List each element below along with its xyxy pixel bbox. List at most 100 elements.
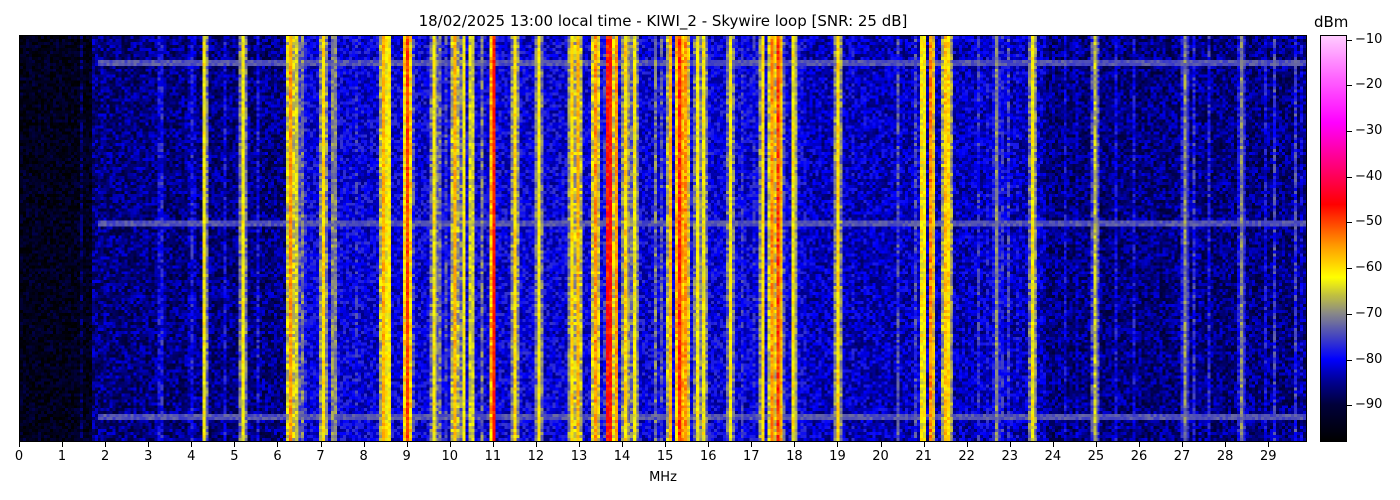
signal-mark [322, 36, 325, 441]
x-tick-label: 1 [57, 449, 67, 464]
x-tick-label: 20 [872, 449, 889, 464]
x-tick [449, 442, 451, 447]
chart-title: 18/02/2025 13:00 local time - KIWI_2 - S… [418, 12, 908, 30]
x-tick [622, 442, 624, 447]
colorbar-tick-label: −80 [1355, 351, 1383, 367]
signal-mark [680, 36, 683, 441]
signal-mark [514, 36, 517, 441]
signal-mark [761, 36, 765, 441]
colorbar-tick-label: −40 [1355, 168, 1383, 184]
x-tick [1095, 442, 1097, 447]
x-tick [19, 442, 20, 447]
x-tick-label: 19 [829, 449, 846, 464]
x-tick [1225, 442, 1227, 447]
signal-mark [729, 36, 732, 441]
signal-mark [333, 36, 336, 441]
x-tick-label: 4 [187, 449, 196, 464]
signal-mark [453, 36, 457, 441]
signal-mark [576, 36, 580, 441]
x-tick [1268, 442, 1270, 447]
signal-mark [944, 36, 948, 441]
x-tick-label: 10 [441, 449, 459, 464]
signal-mark [615, 36, 618, 441]
colorbar-tick [1347, 85, 1352, 87]
x-tick [363, 442, 365, 447]
signal-mark [949, 36, 952, 441]
signal-mark [434, 36, 437, 441]
x-tick [535, 442, 537, 447]
signal-mark [1242, 36, 1245, 441]
x-tick-label: 26 [1130, 449, 1148, 464]
signal-mark [570, 36, 573, 441]
colorbar-tick [1347, 39, 1352, 41]
x-tick [320, 442, 322, 447]
colorbar-label: dBm [1314, 13, 1349, 31]
colorbar-tick [1347, 176, 1352, 178]
x-tick-label: 5 [230, 449, 239, 464]
x-tick-label: 29 [1259, 449, 1277, 464]
signal-mark [794, 36, 797, 441]
x-tick [1139, 442, 1140, 447]
waterfall-plot-area [19, 35, 1307, 442]
colorbar-tick-label: −10 [1355, 31, 1383, 47]
signal-mark [296, 36, 300, 441]
x-tick-label: 28 [1216, 449, 1234, 464]
signal-overlay [204, 36, 1245, 441]
x-tick-label: 7 [316, 449, 325, 464]
x-tick [492, 442, 494, 447]
x-tick [923, 442, 925, 447]
x-tick-label: 27 [1173, 449, 1191, 464]
colorbar-tick-label: −30 [1355, 123, 1383, 139]
x-tick [1182, 442, 1184, 447]
signal-mark [204, 36, 207, 441]
signal-mark [242, 36, 246, 441]
colorbar-tick [1347, 313, 1352, 315]
x-tick [191, 442, 193, 447]
x-tick [406, 442, 408, 447]
colorbar-tick [1347, 359, 1352, 361]
colorbar-tick [1347, 405, 1352, 407]
colorbar-tick-label: −90 [1355, 397, 1383, 413]
x-tick-label: 24 [1044, 449, 1062, 464]
x-tick [234, 442, 236, 447]
signal-mark [932, 36, 935, 441]
signal-mark [1033, 36, 1036, 441]
x-tick [794, 442, 796, 447]
signal-mark [697, 36, 700, 441]
x-tick-label: 0 [14, 449, 24, 464]
x-tick-label: 12 [527, 449, 545, 464]
colorbar [1320, 35, 1347, 442]
waterfall-heatmap [20, 36, 1306, 441]
signal-mark [923, 36, 926, 441]
x-tick-label: 23 [1001, 449, 1019, 464]
x-tick [665, 442, 667, 447]
x-tick [708, 442, 710, 447]
colorbar-tick-label: −60 [1355, 260, 1383, 276]
x-tick [148, 442, 150, 447]
x-tick-label: 9 [402, 449, 411, 464]
x-tick [751, 442, 753, 447]
x-tick-label: 13 [570, 449, 588, 464]
colorbar-tick [1347, 268, 1352, 270]
signal-mark [772, 36, 776, 441]
x-tick [579, 442, 580, 447]
colorbar-tick-label: −70 [1355, 305, 1383, 321]
signal-mark [634, 36, 638, 441]
x-tick [1009, 442, 1011, 447]
signal-mark [406, 36, 409, 441]
x-tick [277, 442, 279, 447]
signal-mark [492, 36, 496, 441]
colorbar-tick-label: −20 [1355, 77, 1383, 93]
signal-mark [462, 36, 465, 441]
x-tick [105, 442, 107, 447]
colorbar-tick-label: −50 [1355, 214, 1383, 230]
signal-mark [669, 36, 672, 441]
signal-mark [387, 36, 390, 441]
signal-mark [779, 36, 782, 441]
signal-mark [996, 36, 1000, 441]
signal-mark [596, 36, 599, 441]
signal-mark [1186, 36, 1189, 441]
x-tick [966, 442, 968, 447]
x-tick-label: 22 [958, 449, 975, 464]
